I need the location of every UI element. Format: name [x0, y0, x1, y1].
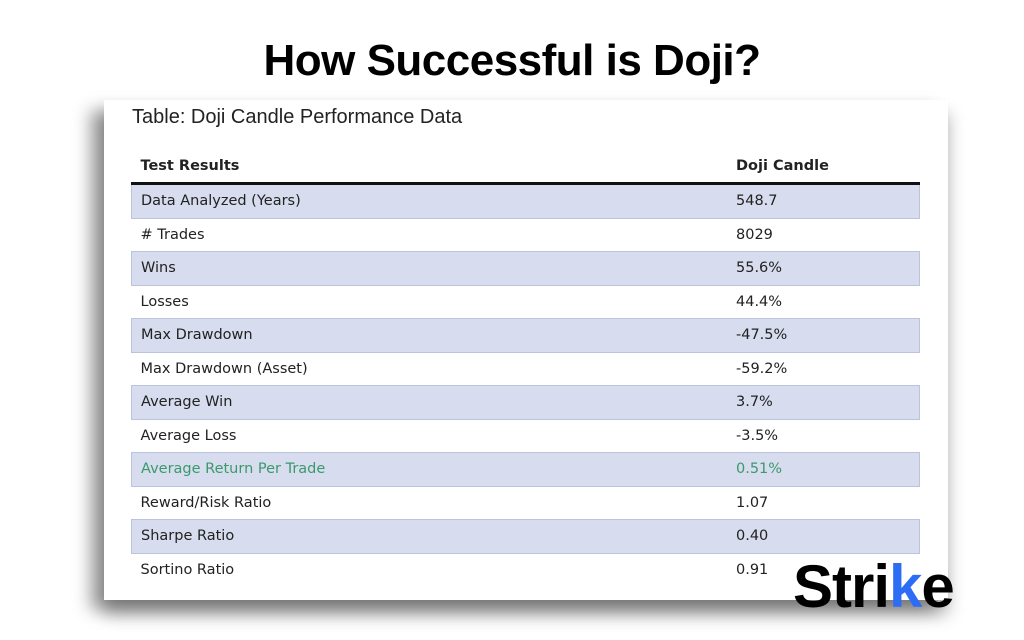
strike-logo: Strike [793, 552, 955, 622]
row-value: 1.07 [736, 494, 769, 511]
table-row: Sortino Ratio 0.91 [132, 553, 920, 586]
logo-accent-letter: k [889, 553, 922, 620]
table-caption: Table: Doji Candle Performance Data [132, 106, 463, 128]
row-label: Losses [140, 293, 189, 310]
row-value: 548.7 [727, 183, 920, 219]
row-label: Average Loss [140, 427, 237, 444]
table-row: Losses 44.4% [132, 285, 920, 319]
row-label: Sortino Ratio [140, 561, 235, 578]
table-row: Sharpe Ratio 0.40 [131, 519, 920, 554]
row-label: Reward/Risk Ratio [140, 494, 272, 511]
table-row: Max Drawdown (Asset) -59.2% [132, 352, 920, 386]
row-label: Sharpe Ratio [131, 519, 727, 554]
table-row: # Trades 8029 [132, 218, 920, 252]
table-header-row: Test Results Doji Candle [131, 150, 920, 185]
table-row: Reward/Risk Ratio 1.07 [132, 486, 920, 520]
row-value: 55.6% [727, 251, 920, 286]
row-value: 8029 [736, 226, 773, 243]
header-test-results: Test Results [131, 150, 727, 185]
row-label: Max Drawdown [131, 318, 727, 353]
row-label: Max Drawdown (Asset) [140, 360, 308, 377]
table-row: Average Win 3.7% [131, 385, 920, 420]
logo-text-prefix: Stri [793, 553, 890, 620]
table-row: Wins 55.6% [131, 251, 920, 286]
row-value: 0.91 [736, 561, 769, 578]
page-title: How Successful is Doji? [263, 36, 761, 85]
row-label: Data Analyzed (Years) [131, 183, 727, 219]
performance-table: Test Results Doji Candle Data Analyzed (… [131, 150, 920, 586]
row-value: 3.7% [727, 385, 920, 420]
row-value: -59.2% [736, 360, 788, 377]
table-row: Average Loss -3.5% [132, 419, 920, 453]
row-label: Average Return Per Trade [131, 452, 727, 487]
table-card: Table: Doji Candle Performance Data Test… [104, 100, 948, 600]
table-row-highlighted: Average Return Per Trade 0.51% [131, 452, 920, 487]
row-value: -47.5% [727, 318, 920, 353]
row-value: 44.4% [736, 293, 783, 310]
row-label: Wins [131, 251, 727, 286]
row-label: Average Win [131, 385, 727, 420]
header-doji-candle: Doji Candle [727, 150, 920, 185]
table-row: Max Drawdown -47.5% [131, 318, 920, 353]
row-value: -3.5% [736, 427, 779, 444]
row-value: 0.51% [727, 452, 920, 487]
row-label: # Trades [140, 226, 205, 243]
table-row: Data Analyzed (Years) 548.7 [131, 183, 920, 219]
logo-text-suffix: e [921, 553, 954, 620]
row-value: 0.40 [727, 519, 920, 554]
